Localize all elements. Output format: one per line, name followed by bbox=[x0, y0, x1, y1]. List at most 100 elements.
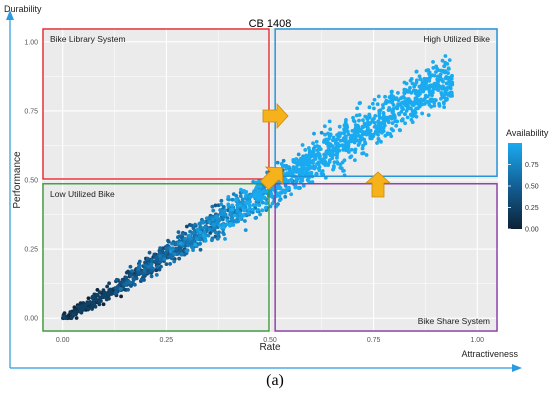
y-axis-label: Performance bbox=[12, 151, 23, 209]
colorbar-tick-label: 0.00 bbox=[525, 227, 539, 234]
scatter-point bbox=[246, 211, 251, 215]
scatter-point bbox=[420, 83, 424, 88]
scatter-point bbox=[441, 79, 445, 84]
scatter-point bbox=[307, 163, 312, 168]
scatter-point bbox=[351, 115, 355, 120]
scatter-point bbox=[275, 186, 280, 191]
scatter-point bbox=[406, 89, 411, 94]
scatter-point bbox=[443, 86, 448, 91]
scatter-point bbox=[94, 297, 98, 302]
scatter-point bbox=[197, 221, 202, 226]
scatter-point bbox=[379, 121, 384, 126]
scatter-point bbox=[164, 250, 169, 254]
scatter-point bbox=[183, 236, 188, 241]
direction-arrows bbox=[259, 102, 392, 198]
colorbar bbox=[508, 143, 522, 229]
direction-arrow bbox=[259, 166, 284, 191]
quadrant-boxes: Bike Library System High Utilized Bike Low… bbox=[42, 28, 498, 332]
scatter-point bbox=[335, 155, 339, 160]
scatter-point bbox=[409, 113, 414, 118]
scatter-point bbox=[281, 188, 286, 193]
scatter-point bbox=[128, 280, 132, 285]
scatter-point bbox=[326, 148, 331, 152]
scatter-point bbox=[223, 208, 228, 213]
scatter-point bbox=[443, 90, 447, 94]
x-tick-label: 0.50 bbox=[263, 337, 277, 344]
scatter-point bbox=[300, 159, 305, 163]
scatter-point bbox=[443, 54, 448, 58]
scatter-point bbox=[90, 307, 94, 311]
scatter-point bbox=[128, 264, 133, 269]
scatter-point bbox=[400, 118, 405, 123]
scatter-point bbox=[399, 96, 403, 101]
scatter-point bbox=[113, 290, 118, 295]
scatter-point bbox=[172, 259, 177, 264]
scatter-point bbox=[107, 281, 112, 286]
scatter-point bbox=[318, 147, 323, 152]
x-tick-label: 0.00 bbox=[56, 337, 70, 344]
scatter-point bbox=[440, 92, 444, 97]
scatter-point bbox=[412, 84, 417, 89]
scatter-point bbox=[379, 124, 383, 129]
scatter-point bbox=[402, 95, 406, 100]
scatter-point bbox=[284, 166, 289, 171]
scatter-point bbox=[311, 141, 315, 146]
scatter-point bbox=[355, 106, 360, 111]
scatter-point bbox=[326, 163, 331, 168]
scatter-point bbox=[97, 302, 102, 307]
scatter-point bbox=[243, 200, 248, 205]
scatter-point bbox=[296, 186, 301, 190]
scatter-point bbox=[423, 93, 428, 98]
scatter-point bbox=[243, 193, 248, 198]
scatter-point bbox=[350, 129, 355, 133]
scatter-point bbox=[421, 88, 426, 92]
quadrant-label: Bike Share System bbox=[418, 316, 490, 326]
scatter-point bbox=[360, 133, 365, 137]
scatter-point bbox=[409, 106, 413, 111]
scatter-point bbox=[409, 77, 414, 81]
scatter-point bbox=[219, 198, 224, 203]
direction-arrow bbox=[364, 171, 392, 198]
arrow-shape bbox=[262, 102, 289, 130]
scatter-point bbox=[347, 139, 352, 144]
scatter-point bbox=[231, 223, 236, 227]
arrow-shape bbox=[364, 171, 392, 198]
scatter-point bbox=[341, 136, 346, 141]
scatter-point bbox=[137, 270, 142, 275]
scatter-point bbox=[175, 252, 180, 256]
scatter-point bbox=[396, 91, 400, 95]
scatter-point bbox=[408, 99, 413, 103]
scatter-point bbox=[203, 238, 208, 243]
scatter-point bbox=[400, 105, 405, 110]
scatter-point bbox=[90, 296, 95, 300]
quadrant-box bbox=[42, 28, 270, 180]
scatter-point bbox=[300, 166, 305, 171]
scatter-point bbox=[405, 102, 410, 107]
scatter-point bbox=[257, 194, 262, 199]
outer-y-axis-arrowhead bbox=[6, 10, 14, 20]
scatter-point bbox=[327, 119, 332, 124]
scatter-point bbox=[296, 152, 301, 157]
scatter-point bbox=[198, 247, 203, 252]
scatter-point bbox=[445, 76, 450, 81]
scatter-point bbox=[217, 223, 222, 228]
scatter-point bbox=[114, 277, 119, 282]
scatter-point bbox=[226, 194, 231, 199]
scatter-point bbox=[340, 143, 345, 148]
scatter-point bbox=[378, 108, 383, 113]
scatter-point bbox=[410, 120, 415, 125]
scatter-point bbox=[310, 152, 315, 157]
scatter-point bbox=[211, 208, 216, 213]
scatter-point bbox=[427, 75, 432, 80]
scatter-point bbox=[254, 202, 259, 207]
quadrant-label: High Utilized Bike bbox=[423, 34, 490, 44]
scatter-point bbox=[404, 108, 409, 113]
scatter-point bbox=[427, 89, 432, 94]
scatter-point bbox=[89, 304, 94, 308]
scatter-point bbox=[314, 139, 319, 144]
scatter-point bbox=[356, 143, 361, 147]
scatter-point bbox=[426, 113, 431, 118]
scatter-point bbox=[194, 237, 199, 242]
scatter-point bbox=[414, 114, 419, 119]
scatter-point bbox=[198, 233, 202, 238]
